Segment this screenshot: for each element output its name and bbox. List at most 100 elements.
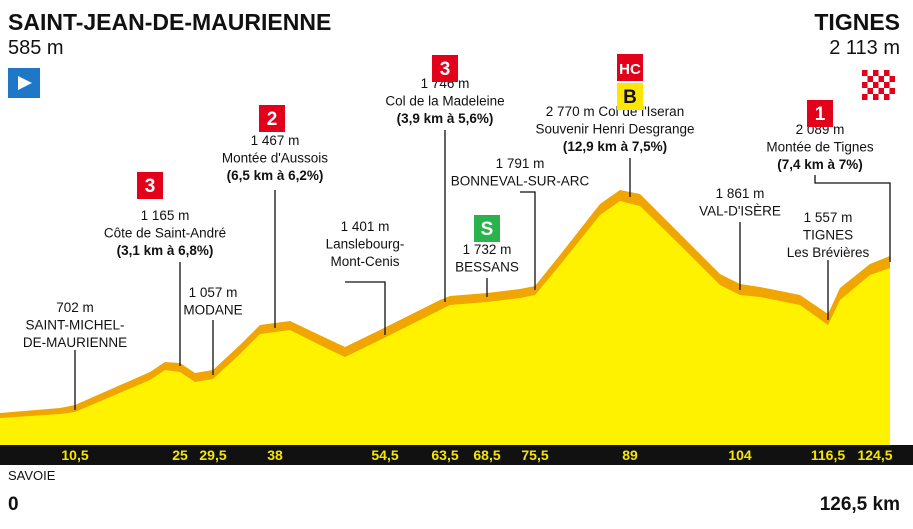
category-badge [807,100,833,127]
flag-square [878,70,884,76]
badge-text: 2 [267,109,278,130]
flag-square [889,76,895,82]
waypoint-label: VAL-D'ISÈRE [699,204,781,219]
badge-text: HC [619,61,641,78]
waypoint-label: (7,4 km à 7%) [777,157,863,172]
waypoint-label: BESSANS [455,260,519,275]
flag-square [873,82,879,88]
km-marker: 63,5 [431,447,458,463]
start-arrow [18,76,32,90]
flag-square [889,82,895,88]
flag-square [867,76,873,82]
waypoint-label: (3,9 km à 5,6%) [397,111,494,126]
flag-square [867,94,873,100]
km-marker: 25 [172,447,188,463]
flag-square [878,88,884,94]
km-marker: 75,5 [521,447,548,463]
flag-square [884,88,890,94]
category-badge [432,55,458,82]
km-marker: 68,5 [473,447,500,463]
badge-text: S [481,219,494,240]
region: SAVOIE [8,468,56,483]
flag-square [884,70,890,76]
waypoint-label: (12,9 km à 7,5%) [563,139,667,154]
waypoint-label: Lanslebourg- [326,237,405,252]
badge-text: 3 [440,59,451,80]
flag-square [862,94,868,100]
start-name: SAINT-JEAN-DE-MAURIENNE [8,9,331,35]
flag-square [862,82,868,88]
flag-square [873,76,879,82]
waypoint-label: TIGNES [803,228,853,243]
waypoint-label: 1 057 m [189,285,238,300]
waypoint-label: 1 557 m [804,210,853,225]
km-marker: 29,5 [199,447,226,463]
waypoint-label: Souvenir Henri Desgrange [535,122,694,137]
distance-end: 126,5 km [820,494,900,515]
waypoint-label: (6,5 km à 6,2%) [227,168,324,183]
flag-square [862,88,868,94]
category-badge [259,105,285,132]
badge-text: B [623,87,637,108]
finish-name: TIGNES [814,9,900,35]
flag-square [867,82,873,88]
start-altitude: 585 m [8,37,64,59]
category-badge [617,83,643,110]
leader-line [345,281,386,335]
waypoint-label: 1 165 m [141,208,190,223]
flag-square [867,70,873,76]
flag-square [884,82,890,88]
km-marker: 89 [622,447,638,463]
flag-square [873,94,879,100]
waypoint-label: (3,1 km à 6,8%) [117,243,214,258]
finish-altitude: 2 113 m [829,37,900,59]
flag-square [889,70,895,76]
km-marker: 54,5 [371,447,398,463]
flag-square [878,82,884,88]
flag-square [878,94,884,100]
waypoint-label: Montée d'Aussois [222,151,328,166]
leader-line [520,191,536,290]
km-bar [0,445,913,465]
km-marker: 124,5 [857,447,892,463]
waypoint-label: Les Brévières [787,245,870,260]
waypoint-label: 1 467 m [251,133,300,148]
profile [0,201,890,445]
flag-square [873,88,879,94]
waypoint-label: 1 791 m [496,156,545,171]
category-badge [617,54,643,81]
flag-square [873,70,879,76]
waypoint-label: MODANE [183,303,242,318]
waypoint-label: 1 732 m [463,242,512,257]
flag-square [889,94,895,100]
badge-text: 3 [145,176,156,197]
waypoint-label: SAINT-MICHEL- [25,318,124,333]
waypoint-label: 1 861 m [716,186,765,201]
flag-square [884,76,890,82]
waypoint-label: 2 770 m Col de l'Iseran [546,104,684,119]
category-badge [474,215,500,242]
km-marker: 10,5 [61,447,88,463]
waypoint-label: Mont-Cenis [330,254,399,269]
finish-flag [862,70,895,100]
km-marker: 104 [728,447,752,463]
km-marker: 38 [267,447,283,463]
flag-square [878,76,884,82]
waypoint-label: Col de la Madeleine [385,94,504,109]
waypoint-label: DE-MAURIENNE [23,335,127,350]
flag-square [889,88,895,94]
waypoint-label: 1 401 m [341,219,390,234]
category-badge [137,172,163,199]
waypoint-label: Montée de Tignes [766,140,874,155]
leader-line [814,175,891,262]
waypoint-label: 702 m [56,300,94,315]
distance-start: 0 [8,494,19,515]
badge-text: 1 [815,104,826,125]
waypoint-label: BONNEVAL-SUR-ARC [451,174,590,189]
flag-square [884,94,890,100]
flag-square [867,88,873,94]
flag-square [862,76,868,82]
flag-square [862,70,868,76]
waypoint-label: Côte de Saint-André [104,226,226,241]
